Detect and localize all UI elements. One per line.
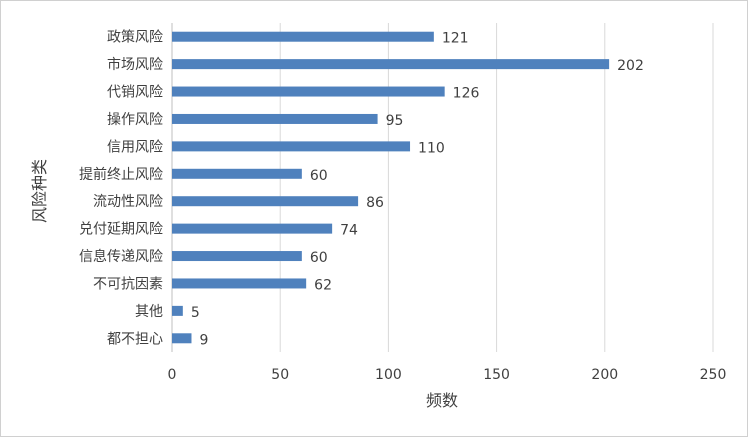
- bar: [172, 278, 307, 289]
- data-label: 86: [366, 195, 384, 211]
- x-tick-label: 150: [483, 367, 510, 383]
- x-axis-label: 频数: [426, 391, 458, 410]
- category-label: 信息传递风险: [79, 248, 163, 265]
- bar: [172, 31, 434, 42]
- category-label: 兑付延期风险: [79, 222, 163, 238]
- x-tick-label: 250: [700, 367, 727, 383]
- data-label: 9: [199, 332, 208, 348]
- gridlines: [171, 23, 714, 352]
- bar: [172, 168, 302, 179]
- data-label: 60: [310, 250, 328, 266]
- category-labels: 政策风险市场风险代销风险操作风险信用风险提前终止风险流动性风险兑付延期风险信息传…: [79, 29, 163, 348]
- data-label: 62: [314, 277, 332, 293]
- data-label: 60: [310, 168, 328, 184]
- bar: [172, 305, 183, 316]
- category-label: 信用风险: [107, 139, 163, 155]
- category-label: 提前终止风险: [79, 166, 163, 183]
- data-label: 126: [453, 86, 480, 102]
- bar: [172, 59, 610, 70]
- category-label: 都不担心: [107, 331, 163, 347]
- category-label: 流动性风险: [93, 194, 163, 210]
- bar: [172, 86, 445, 97]
- bars: [172, 31, 610, 344]
- data-labels: 121 202 126 95 110 60 86 74 60 62 5 9: [191, 31, 644, 349]
- bar: [172, 223, 333, 234]
- category-label: 政策风险: [107, 29, 163, 46]
- bar: [172, 113, 378, 124]
- category-label: 其他: [135, 304, 163, 320]
- x-tick-label: 100: [375, 367, 402, 383]
- data-label: 121: [442, 31, 469, 47]
- category-label: 不可抗因素: [93, 276, 163, 292]
- x-tick-label: 200: [591, 367, 618, 383]
- bar: [172, 196, 359, 207]
- data-label: 95: [386, 113, 404, 129]
- category-label: 代销风险: [107, 85, 163, 101]
- x-tick-label: 50: [271, 367, 289, 383]
- data-label: 110: [418, 140, 445, 156]
- category-label: 操作风险: [107, 112, 163, 128]
- y-axis-label: 风险种类: [30, 159, 49, 223]
- data-label: 202: [617, 58, 644, 74]
- bar: [172, 141, 411, 152]
- category-label: 市场风险: [107, 56, 163, 73]
- data-label: 5: [191, 305, 200, 321]
- x-tick-labels: 0 50 100 150 200 250: [168, 367, 727, 383]
- bar: [172, 333, 192, 344]
- data-label: 74: [340, 223, 358, 239]
- bar: [172, 251, 302, 262]
- x-tick-label: 0: [168, 367, 177, 383]
